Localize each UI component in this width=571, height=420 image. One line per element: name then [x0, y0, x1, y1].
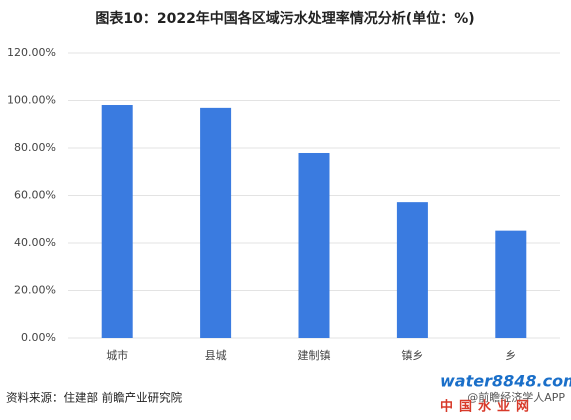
- x-tick-label: 县城: [205, 349, 227, 362]
- x-tick-label: 乡: [505, 349, 516, 362]
- y-tick-label: 120.00%: [7, 46, 56, 59]
- bar: [101, 105, 133, 338]
- y-tick-label: 40.00%: [14, 236, 56, 249]
- logo: water8848.com: [440, 372, 571, 391]
- bar: [200, 107, 232, 338]
- y-tick-label: 60.00%: [14, 189, 56, 202]
- y-tick-label: 80.00%: [14, 141, 56, 154]
- logo-subtitle: 中国水业网: [440, 399, 535, 415]
- x-tick-label: 建制镇: [298, 348, 331, 362]
- credit: @前瞻经济学人APP: [467, 390, 565, 404]
- bar: [495, 230, 527, 338]
- y-tick-label: 100.00%: [7, 94, 56, 107]
- x-tick-label: 城市: [106, 348, 128, 362]
- source: 资料来源：住建部 前瞻产业研究院: [6, 391, 183, 405]
- chart-title: 图表10：2022年中国各区域污水处理率情况分析(单位：%): [95, 10, 474, 27]
- y-tick-label: 20.00%: [14, 284, 56, 297]
- x-tick-label: 镇乡: [401, 348, 423, 362]
- bar: [298, 152, 330, 338]
- bar: [396, 202, 428, 338]
- y-tick-label: 0.00%: [21, 331, 56, 344]
